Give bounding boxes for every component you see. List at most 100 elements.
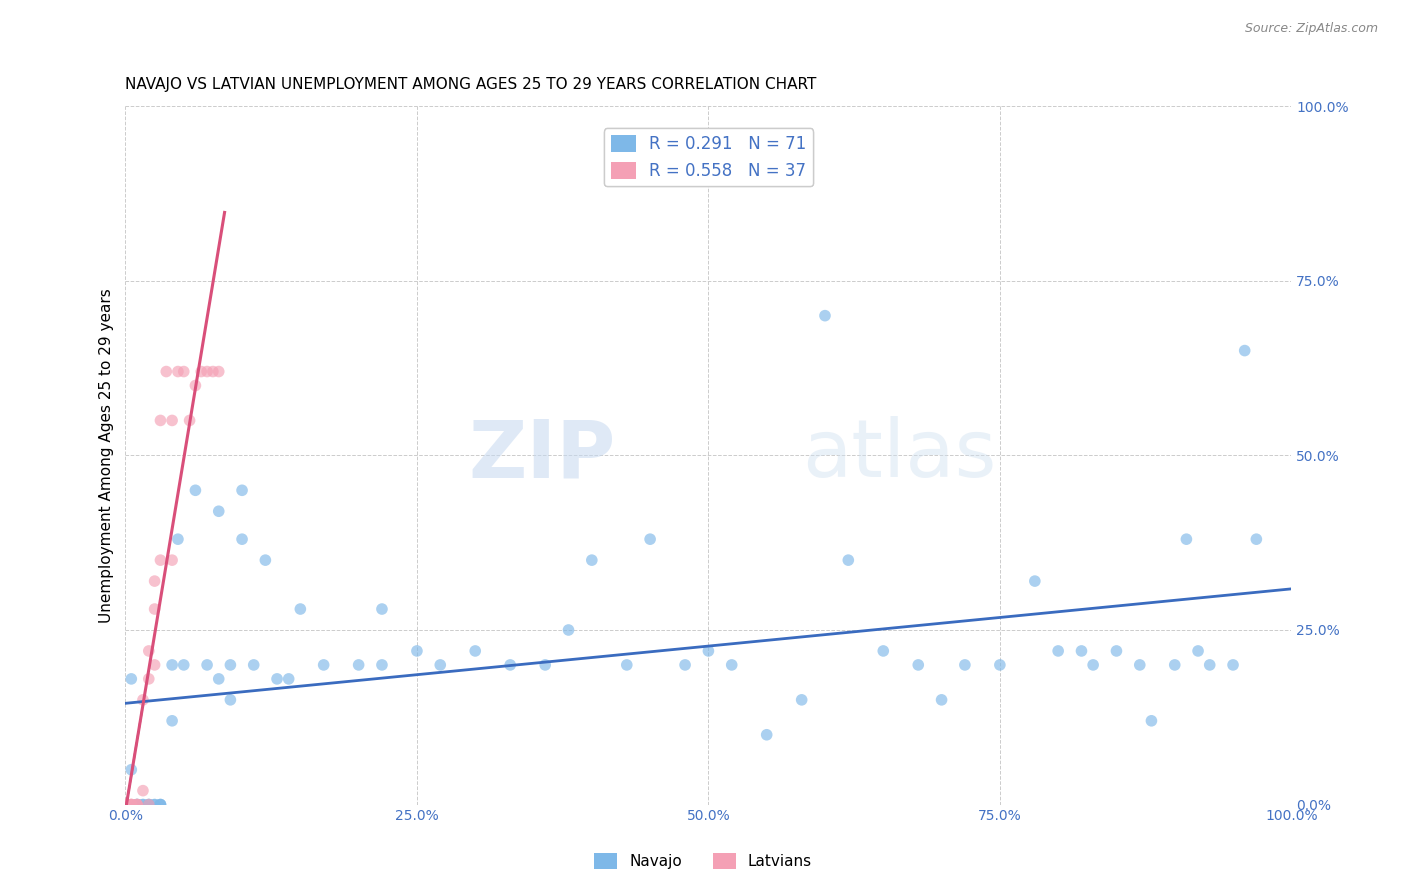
Point (254, 553, 277, 567)
Point (673, 657, 696, 672)
Point (755, 728, 778, 742)
Point (160, 657, 183, 672)
Point (231, 532, 253, 546)
Point (120, 797, 142, 812)
Text: atlas: atlas (801, 417, 995, 494)
Point (138, 797, 160, 812)
Point (790, 693, 813, 707)
Point (1164, 657, 1187, 672)
Point (406, 644, 429, 658)
Point (190, 365, 212, 379)
Point (179, 413, 201, 427)
Point (127, 797, 149, 812)
Point (581, 553, 603, 567)
Point (149, 797, 172, 812)
Point (1070, 644, 1092, 658)
Point (114, 797, 136, 812)
Point (132, 783, 155, 797)
Point (720, 657, 742, 672)
Point (132, 693, 155, 707)
Point (149, 797, 172, 812)
Point (242, 657, 264, 672)
Point (143, 797, 166, 812)
Point (1024, 574, 1046, 588)
Point (138, 644, 160, 658)
Point (814, 309, 837, 323)
Point (907, 657, 929, 672)
Point (557, 623, 579, 637)
Point (1140, 714, 1163, 728)
Point (837, 553, 859, 567)
Point (290, 602, 312, 616)
Point (114, 797, 136, 812)
Point (167, 532, 190, 546)
Point (347, 657, 370, 672)
Point (219, 693, 242, 707)
Point (195, 365, 218, 379)
Point (160, 553, 183, 567)
Legend: Navajo, Latvians: Navajo, Latvians (588, 847, 818, 875)
Point (201, 365, 224, 379)
Point (132, 797, 155, 812)
Point (184, 483, 207, 498)
Point (120, 797, 142, 812)
Point (143, 602, 166, 616)
Point (127, 797, 149, 812)
Point (208, 365, 231, 379)
Point (1047, 644, 1070, 658)
Point (371, 657, 394, 672)
Point (534, 657, 557, 672)
Point (143, 797, 166, 812)
Point (872, 644, 894, 658)
Point (160, 413, 183, 427)
Point (173, 365, 195, 379)
Point (988, 657, 1011, 672)
Point (127, 797, 149, 812)
Point (208, 504, 231, 518)
Point (132, 797, 155, 812)
Point (120, 672, 142, 686)
Point (184, 378, 207, 392)
Text: ZIP: ZIP (468, 417, 616, 494)
Point (143, 657, 166, 672)
Point (208, 672, 231, 686)
Point (173, 657, 195, 672)
Point (277, 672, 299, 686)
Point (1129, 657, 1152, 672)
Point (127, 797, 149, 812)
Y-axis label: Unemployment Among Ages 25 to 29 years: Unemployment Among Ages 25 to 29 years (100, 288, 114, 623)
Point (464, 644, 486, 658)
Point (697, 644, 720, 658)
Point (149, 413, 172, 427)
Point (120, 763, 142, 777)
Point (114, 797, 136, 812)
Point (231, 483, 253, 498)
Point (138, 797, 160, 812)
Point (143, 574, 166, 588)
Point (114, 797, 136, 812)
Point (149, 553, 172, 567)
Point (160, 714, 183, 728)
Point (127, 797, 149, 812)
Point (167, 365, 190, 379)
Point (114, 797, 136, 812)
Text: Source: ZipAtlas.com: Source: ZipAtlas.com (1244, 22, 1378, 36)
Point (138, 797, 160, 812)
Point (127, 797, 149, 812)
Point (1233, 343, 1256, 358)
Point (429, 657, 451, 672)
Point (219, 657, 242, 672)
Point (1081, 657, 1104, 672)
Point (1246, 532, 1268, 546)
Point (1105, 644, 1128, 658)
Point (114, 797, 136, 812)
Point (195, 657, 218, 672)
Point (616, 657, 638, 672)
Point (1175, 532, 1198, 546)
Point (138, 672, 160, 686)
Point (149, 797, 172, 812)
Point (266, 672, 288, 686)
Text: NAVAJO VS LATVIAN UNEMPLOYMENT AMONG AGES 25 TO 29 YEARS CORRELATION CHART: NAVAJO VS LATVIAN UNEMPLOYMENT AMONG AGE… (125, 78, 817, 93)
Point (120, 797, 142, 812)
Point (371, 602, 394, 616)
